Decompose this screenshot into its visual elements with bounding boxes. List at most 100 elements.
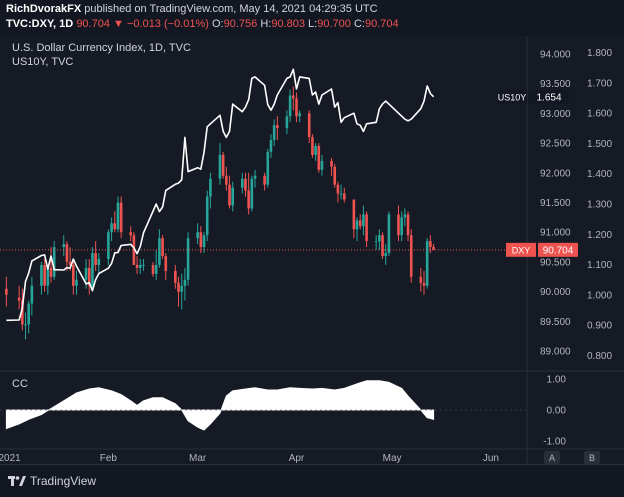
us10y-last-tag-value-box [529, 89, 569, 104]
candle-body [174, 270, 177, 283]
candle-body [183, 279, 187, 286]
candle-body [49, 267, 53, 277]
candle-body [177, 282, 180, 292]
candle-body [72, 264, 75, 286]
candle-body [314, 146, 317, 155]
candle-body [365, 214, 368, 242]
candle-body [225, 175, 228, 185]
candle-body [62, 244, 66, 248]
candle-body [132, 235, 136, 265]
candle-body [362, 214, 365, 227]
open-label: O: [211, 18, 224, 30]
candle-body [285, 116, 289, 129]
candle-body [142, 264, 145, 266]
candle-body [199, 232, 203, 248]
candle-body [311, 137, 314, 155]
candle-body [205, 196, 209, 236]
candle-body [333, 166, 337, 185]
us10y-last-tag: US10Y 1.654 [497, 89, 569, 104]
us10y-yield-tick: 1.200 [587, 230, 612, 241]
axis-button-b-label: B [589, 453, 595, 463]
candle-body [46, 267, 50, 286]
dxy-price-tick: 93.000 [540, 109, 571, 120]
dxy-price-tick: 91.000 [540, 228, 571, 239]
us10y-yield-tick: 1.100 [587, 260, 612, 271]
candle-body [397, 214, 400, 236]
candle-body [247, 190, 250, 209]
us10y-line [6, 68, 435, 322]
candle-body [158, 238, 161, 265]
candle-body [119, 202, 123, 233]
axis-button-a[interactable] [544, 451, 560, 464]
low-value: 90.700 [317, 18, 351, 30]
candle-body [84, 267, 88, 280]
dxy-last-tag-value-box [538, 242, 578, 257]
candle-body [429, 241, 432, 248]
dxy-last-tag-value: 90.704 [543, 245, 574, 256]
candle-body [352, 199, 356, 230]
overlay-series-legend[interactable]: US10Y, TVC [12, 56, 74, 68]
dxy-price-tick: 92.500 [540, 139, 571, 150]
close-label: C: [353, 18, 365, 30]
candle-body [291, 95, 295, 99]
candle-body [269, 140, 273, 152]
candle-body [202, 235, 206, 248]
dxy-price-tick: 94.000 [540, 49, 571, 60]
tradingview-icon [8, 476, 26, 486]
candle-body [317, 146, 321, 170]
candle-body [135, 264, 139, 268]
candle-body [425, 241, 429, 286]
candle-body [384, 253, 388, 257]
candle-body [52, 247, 56, 277]
indicator-legend[interactable]: CC [12, 378, 28, 390]
candle-body [320, 160, 324, 170]
candle-body [218, 154, 222, 179]
symbol-label[interactable]: TVC:DXY, 1D [6, 18, 74, 30]
publisher-name[interactable]: RichDvorakFX [6, 3, 82, 15]
candle-body [75, 279, 78, 286]
candle-body [107, 232, 110, 259]
candle-body [378, 235, 381, 242]
dxy-price-tick: 90.500 [540, 257, 571, 268]
candle-body [27, 303, 30, 325]
candle-body [21, 300, 24, 325]
axis-button-b[interactable] [584, 451, 600, 464]
candle-body [253, 175, 257, 179]
candle-body [432, 246, 435, 250]
dxy-price-tick: 90.000 [540, 287, 571, 298]
cc-tick: 0.00 [547, 406, 567, 417]
high-label: H: [260, 18, 272, 30]
candle-body [244, 178, 247, 191]
candle-body [358, 220, 362, 227]
candle-body [231, 187, 235, 206]
candle-body [374, 241, 378, 243]
candle-body [164, 256, 168, 271]
cc-area [5, 380, 435, 431]
main-series-legend[interactable]: U.S. Dollar Currency Index, 1D, TVC [12, 42, 191, 54]
us10y-yield-tick: 1.800 [587, 48, 612, 59]
candle-body [307, 113, 311, 138]
close-value: 90.704 [364, 18, 399, 30]
dxy-last-tag-label-box [506, 242, 536, 257]
dxy-price-tick: 93.500 [540, 79, 571, 90]
candle-body [43, 264, 46, 286]
candle-body [116, 202, 120, 230]
candle-body [409, 235, 413, 277]
us10y-yield-tick: 1.000 [587, 290, 612, 301]
dxy-price-tick: 89.000 [540, 347, 571, 358]
candle-body [40, 264, 43, 286]
chart-svg[interactable]: 94.000 93.500 93.000 92.500 92.000 91.500 91.0… [0, 36, 624, 464]
candle-body [129, 232, 133, 236]
candle-body [387, 214, 391, 254]
candle-body [87, 267, 91, 286]
dxy-price-tick: 92.000 [540, 168, 571, 179]
candle-body [110, 223, 113, 233]
us10y-yield-tick: 1.300 [587, 200, 612, 211]
us10y-yield-tick: 1.500 [587, 139, 612, 150]
tradingview-logo[interactable]: TradingView [8, 474, 96, 488]
us10y-yield-tick: 1.700 [587, 78, 612, 89]
candle-body [295, 98, 298, 117]
candle-body [17, 297, 21, 301]
chart-area[interactable]: 94.000 93.500 93.000 92.500 92.000 91.500 91.0… [0, 36, 624, 464]
last-price: 90.704 [76, 18, 110, 30]
